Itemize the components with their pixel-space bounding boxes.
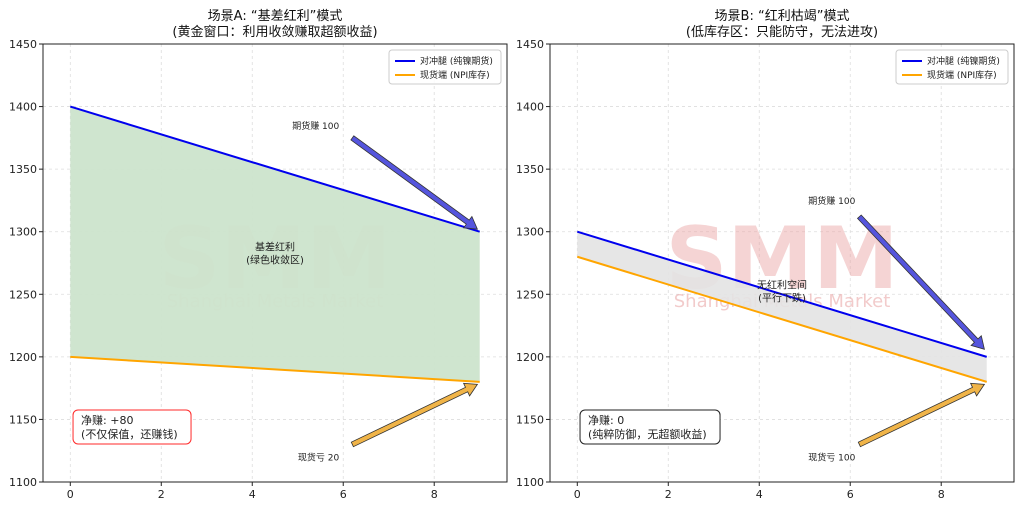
y-tick-label: 1250 — [9, 288, 37, 301]
y-tick-label: 1300 — [516, 226, 544, 239]
x-tick-label: 8 — [431, 488, 438, 501]
arrow-futures — [856, 214, 985, 350]
net-box — [72, 409, 192, 445]
y-tick-label: 1450 — [9, 38, 37, 51]
arrow-futures — [350, 135, 479, 230]
plot-frame — [549, 43, 1015, 483]
annotation-spot: 现货亏 100 — [808, 451, 855, 463]
plot-frame — [42, 43, 508, 483]
panel-a: 场景A: “基差红利”模式(黄金窗口：利用收敛赚取超额收益)SMMShangha… — [9, 8, 508, 501]
x-tick-label: 8 — [938, 488, 945, 501]
x-tick-label: 0 — [574, 488, 581, 501]
annotation-futures: 期货赚 100 — [292, 120, 339, 132]
y-tick-label: 1100 — [9, 476, 37, 489]
y-tick-label: 1400 — [516, 101, 544, 114]
annotation-futures: 期货赚 100 — [808, 195, 855, 207]
series-line-hedge — [70, 105, 480, 233]
band-fill — [70, 106, 480, 382]
y-tick-label: 1150 — [9, 413, 37, 426]
x-tick-label: 2 — [158, 488, 165, 501]
series-line-spot — [70, 355, 480, 383]
band-label: 基差红利 — [255, 241, 295, 254]
y-tick-label: 1400 — [9, 101, 37, 114]
y-tick-label: 1100 — [516, 476, 544, 489]
y-tick-label: 1250 — [516, 288, 544, 301]
chart-subtitle: (黄金窗口：利用收敛赚取超额收益) — [172, 24, 377, 40]
net-note: (不仅保值，还赚钱) — [81, 427, 178, 441]
arrow-spot — [350, 382, 479, 448]
legend-label-spot: 现货端 (NPI库存) — [927, 69, 997, 81]
y-tick-label: 1300 — [9, 226, 37, 239]
x-tick-label: 0 — [67, 488, 74, 501]
band-fill — [577, 231, 987, 382]
net-label: 净赚: 0 — [588, 413, 624, 427]
y-tick-label: 1150 — [516, 413, 544, 426]
band-sublabel: (绿色收敛区) — [246, 254, 304, 267]
legend — [388, 49, 502, 85]
x-tick-label: 6 — [340, 488, 347, 501]
arrow-spot — [857, 382, 986, 448]
x-tick-label: 4 — [249, 488, 256, 501]
legend — [895, 49, 1009, 85]
band-sublabel: (平行下跌) — [758, 291, 806, 304]
y-tick-label: 1200 — [9, 351, 37, 364]
legend-label-hedge: 对冲腿 (纯镍期货) — [420, 55, 493, 67]
legend-label-spot: 现货端 (NPI库存) — [420, 69, 490, 81]
y-tick-label: 1350 — [9, 163, 37, 176]
series-line-spot — [577, 255, 987, 383]
band-label: 无红利空间 — [757, 278, 807, 291]
net-box — [579, 409, 721, 445]
x-tick-label: 6 — [847, 488, 854, 501]
x-tick-label: 2 — [665, 488, 672, 501]
series-line-hedge — [577, 230, 987, 358]
y-tick-label: 1200 — [516, 351, 544, 364]
x-tick-label: 4 — [756, 488, 763, 501]
chart-title: 场景A: “基差红利”模式 — [208, 8, 343, 24]
annotation-spot: 现货亏 20 — [298, 451, 340, 463]
net-label: 净赚: +80 — [81, 413, 133, 427]
net-note: (纯粹防御，无超额收益) — [588, 427, 707, 441]
chart-subtitle: (低库存区：只能防守，无法进攻) — [686, 24, 878, 40]
chart-title: 场景B: “红利枯竭”模式 — [715, 8, 850, 24]
y-tick-label: 1450 — [516, 38, 544, 51]
panel-b: 场景B: “红利枯竭”模式(低库存区：只能防守，无法进攻)SMMShanghai… — [516, 8, 1015, 501]
legend-label-hedge: 对冲腿 (纯镍期货) — [927, 55, 1000, 67]
y-tick-label: 1350 — [516, 163, 544, 176]
